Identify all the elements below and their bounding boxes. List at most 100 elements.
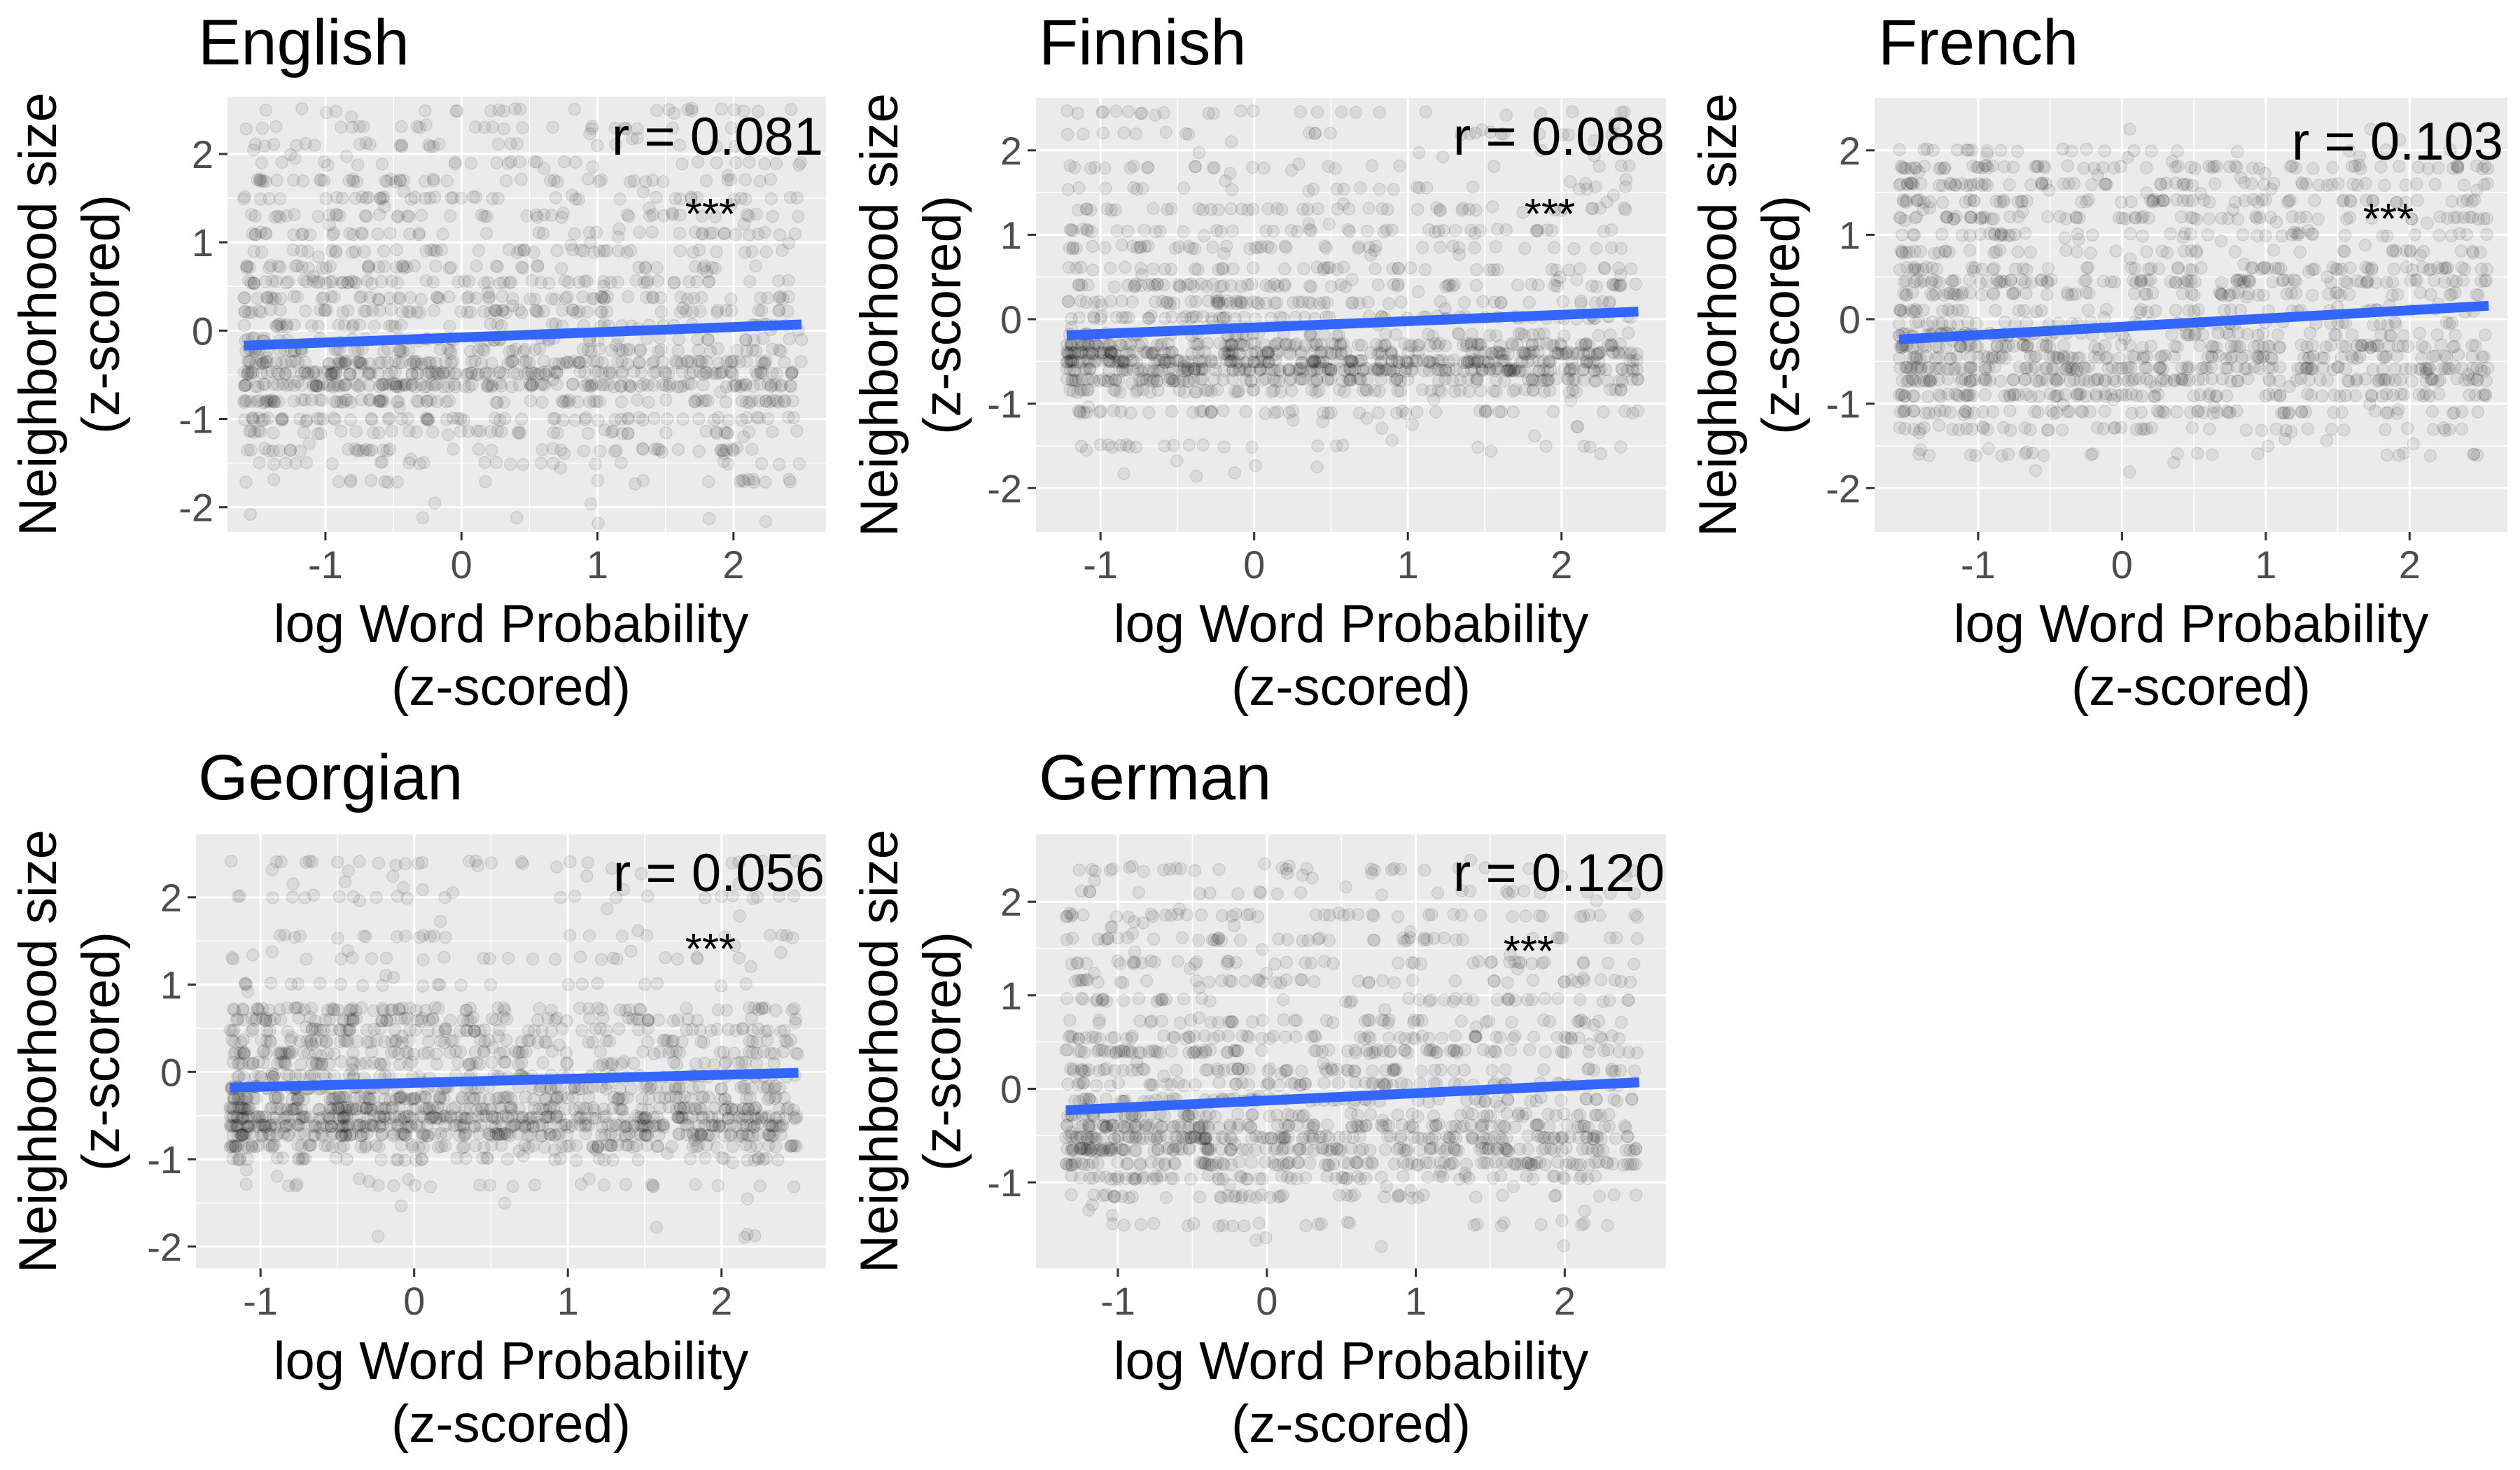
scatter-point xyxy=(1978,177,1991,190)
x-axis-title-line2: (z-scored) xyxy=(391,657,631,717)
scatter-point xyxy=(382,412,395,426)
scatter-point xyxy=(2289,274,2302,288)
scatter-point xyxy=(524,379,538,393)
y-tick-label: 0 xyxy=(192,309,214,353)
scatter-point xyxy=(2020,263,2033,276)
scatter-point xyxy=(368,319,382,333)
scatter-point xyxy=(1598,262,1611,276)
scatter-point xyxy=(1604,223,1618,237)
scatter-point xyxy=(247,244,261,258)
scatter-point xyxy=(313,393,326,407)
scatter-point xyxy=(661,412,674,426)
scatter-point xyxy=(2084,448,2098,461)
scatter-point xyxy=(2474,246,2487,259)
scatter-point xyxy=(2140,161,2153,174)
scatter-point xyxy=(547,426,561,440)
scatter-point xyxy=(1914,244,1927,258)
scatter-point xyxy=(643,202,656,215)
scatter-point xyxy=(417,456,430,470)
scatter-point xyxy=(783,475,797,489)
scatter-point xyxy=(270,174,284,187)
x-axis-title-line1: log Word Probability xyxy=(1954,594,2429,654)
scatter-point xyxy=(2030,160,2044,174)
scatter-point xyxy=(1470,263,1483,276)
scatter-point xyxy=(2215,276,2228,289)
scatter-point xyxy=(1179,309,1192,323)
x-tick-label: -1 xyxy=(1961,542,1996,587)
panel-title-english: English xyxy=(198,7,410,78)
scatter-point xyxy=(430,244,443,258)
scatter-point xyxy=(778,394,792,407)
scatter-point xyxy=(389,1153,403,1167)
scatter-point xyxy=(376,378,390,392)
scatter-point xyxy=(252,411,266,425)
scatter-point xyxy=(1214,279,1228,293)
scatter-point xyxy=(692,412,706,426)
x-tick-label: 0 xyxy=(451,542,472,587)
scatter-point xyxy=(584,379,598,393)
scatter-point xyxy=(470,424,484,438)
scatter-point xyxy=(2188,162,2202,176)
scatter-point xyxy=(737,217,751,231)
scatter-point xyxy=(606,1154,620,1167)
scatter-point xyxy=(718,426,732,440)
scatter-point xyxy=(783,332,796,346)
x-tick-label: 1 xyxy=(2255,542,2276,587)
scatter-point xyxy=(646,174,659,187)
scatter-point xyxy=(2230,145,2244,158)
scatter-point xyxy=(2339,388,2353,402)
scatter-point xyxy=(699,1152,712,1165)
scatter-point xyxy=(752,412,766,425)
scatter-point xyxy=(314,412,327,426)
scatter-point xyxy=(1570,273,1583,286)
scatter-point xyxy=(482,378,496,391)
scatter-point xyxy=(422,356,435,370)
scatter-point xyxy=(436,227,449,241)
scatter-point xyxy=(1986,262,2000,276)
x-tick-label: 1 xyxy=(1397,542,1419,587)
scatter-point xyxy=(1360,412,1373,425)
scatter-point xyxy=(2113,351,2126,365)
scatter-point xyxy=(1275,203,1289,216)
scatter-point xyxy=(726,442,739,456)
scatter-point xyxy=(2378,178,2391,192)
scatter-point xyxy=(1405,339,1419,353)
scatter-point xyxy=(1452,248,1466,262)
scatter-point xyxy=(653,443,666,456)
scatter-point xyxy=(2145,421,2159,435)
scatter-point xyxy=(782,290,795,304)
scatter-point xyxy=(260,351,274,365)
scatter-point xyxy=(750,411,764,424)
scatter-point xyxy=(2353,350,2367,363)
scatter-point xyxy=(755,457,769,470)
scatter-point xyxy=(636,474,650,487)
scatter-point xyxy=(2286,210,2300,223)
y-tick-label: -1 xyxy=(1826,382,1861,426)
scatter-point xyxy=(2011,245,2025,259)
scatter-point xyxy=(1955,177,1968,190)
scatter-point xyxy=(688,395,701,408)
scatter-point xyxy=(791,210,805,223)
x-axis-title-line2: (z-scored) xyxy=(1231,657,1471,717)
scatter-point xyxy=(766,342,779,356)
scatter-point xyxy=(648,442,662,456)
scatter-point xyxy=(775,378,788,392)
scatter-point xyxy=(766,209,779,223)
scatter-point xyxy=(2387,262,2401,276)
scatter-point xyxy=(346,320,359,334)
scatter-point xyxy=(410,426,424,439)
scatter-point xyxy=(395,378,409,392)
scatter-point xyxy=(2470,288,2483,302)
y-tick-label: -2 xyxy=(178,486,214,530)
scatter-point xyxy=(676,412,690,426)
scatter-point xyxy=(516,121,530,134)
scatter-point xyxy=(1197,229,1211,243)
scatter-point xyxy=(305,319,318,332)
scatter-point xyxy=(346,227,360,241)
scatter-point xyxy=(450,1152,463,1166)
scatter-point xyxy=(2394,387,2407,401)
scatter-point xyxy=(2003,388,2017,402)
scatter-point xyxy=(2025,363,2038,377)
scatter-point xyxy=(342,442,355,456)
